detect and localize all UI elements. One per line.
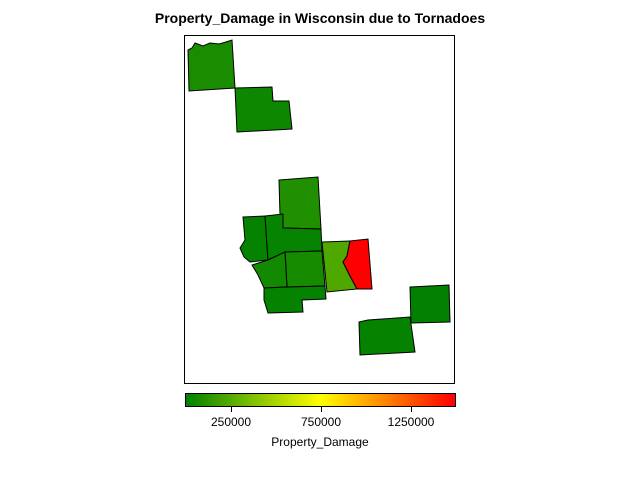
county-r7[interactable] [342,238,373,290]
legend-tick-label: 1250000 [387,415,435,429]
county-r10[interactable] [263,285,327,314]
county-r1[interactable] [187,39,236,92]
legend-tick-label: 750000 [300,415,342,429]
map-frame [184,35,455,384]
county-r11[interactable] [358,316,416,356]
map-title: Property_Damage in Wisconsin due to Torn… [154,10,486,26]
legend-title: Property_Damage [271,435,369,449]
county-r2[interactable] [234,86,293,133]
legend-tick-label: 250000 [210,415,252,429]
legend-tick [411,407,412,412]
county-r3[interactable] [278,176,322,230]
county-r8[interactable] [284,250,326,288]
county-r12[interactable] [409,284,451,324]
color-legend-bar [185,393,456,407]
county-r4[interactable] [239,215,269,263]
legend-tick [321,407,322,412]
legend-tick [231,407,232,412]
